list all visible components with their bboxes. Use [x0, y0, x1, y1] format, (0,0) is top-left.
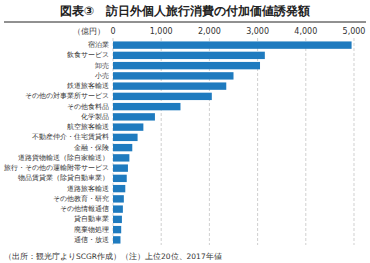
bar: [113, 195, 124, 202]
bar: [113, 72, 234, 79]
tick-label: 3,000: [246, 27, 269, 36]
bar: [113, 154, 129, 161]
category-label: 鉄道旅客輸送: [67, 82, 109, 90]
axis-label: （億円）: [73, 27, 105, 36]
category-label: 卸売: [95, 62, 109, 70]
bar: [113, 205, 123, 212]
bar: [113, 93, 212, 100]
category-label: 物品賃貸業（除貸自動車業）: [18, 174, 109, 182]
category-label: 旅行・その他の運輸附帯サービス: [4, 164, 109, 172]
tick-label: 4,000: [294, 27, 317, 36]
chart: 図表③ 訪日外個人旅行消費の付加価値誘発額 （出所：観光庁よりSCGR作成）（注）…: [0, 0, 370, 263]
category-label: その他食料品: [67, 103, 109, 111]
bar: [113, 144, 132, 151]
category-label: 廃棄物処理: [74, 226, 109, 234]
category-labels: 宿泊業飲食サービス卸売小売鉄道旅客輸送その他の対事業所サービスその他食料品化学製…: [4, 41, 109, 244]
bar: [113, 226, 121, 233]
bar: [113, 134, 138, 141]
bar: [113, 113, 155, 120]
footer-note: （出所：観光庁よりSCGR作成）（注）上位20位、2017年値: [4, 252, 222, 261]
category-label: その他教育・研究: [53, 194, 109, 203]
category-label: 通信・放送: [74, 236, 109, 244]
bar: [113, 62, 260, 69]
category-label: 宿泊業: [88, 41, 109, 49]
bar: [113, 175, 127, 182]
bar: [113, 52, 265, 59]
bar: [113, 236, 120, 243]
category-label: 金融・保険: [74, 144, 109, 152]
tick-label: 2,000: [198, 27, 221, 36]
bar: [113, 82, 226, 89]
category-label: 小売: [95, 72, 109, 80]
tick-label: 0: [110, 27, 115, 36]
bar: [113, 216, 122, 223]
bar: [113, 41, 352, 48]
title-underline: [4, 22, 366, 23]
category-label: 化学製品: [81, 113, 109, 121]
grid-line: [354, 38, 355, 245]
category-label: その他情報通信: [60, 205, 109, 213]
grid-line: [305, 38, 306, 245]
bar: [113, 185, 125, 192]
x-ticks: 0 1,000 2,000 3,000 4,000 5,000: [110, 27, 365, 36]
bars: [113, 41, 352, 243]
grid: [113, 38, 354, 245]
tick-label: 1,000: [150, 27, 173, 36]
bar: [113, 123, 143, 130]
tick-label: 5,000: [343, 27, 366, 36]
category-label: 不動産仲介・住宅賃貸料: [32, 133, 109, 141]
title: 図表③ 訪日外個人旅行消費の付加価値誘発額: [60, 4, 310, 18]
category-label: 貸自動車業: [74, 215, 109, 223]
category-label: 道路貨物輸送（除自家輸送）: [18, 154, 109, 162]
category-label: 飲食サービス: [67, 51, 109, 59]
category-label: 道路旅客輸送: [67, 185, 109, 193]
category-label: その他の対事業所サービス: [25, 92, 109, 100]
bar: [113, 164, 128, 171]
bar: [113, 103, 180, 110]
category-label: 航空旅客輸送: [67, 123, 109, 131]
